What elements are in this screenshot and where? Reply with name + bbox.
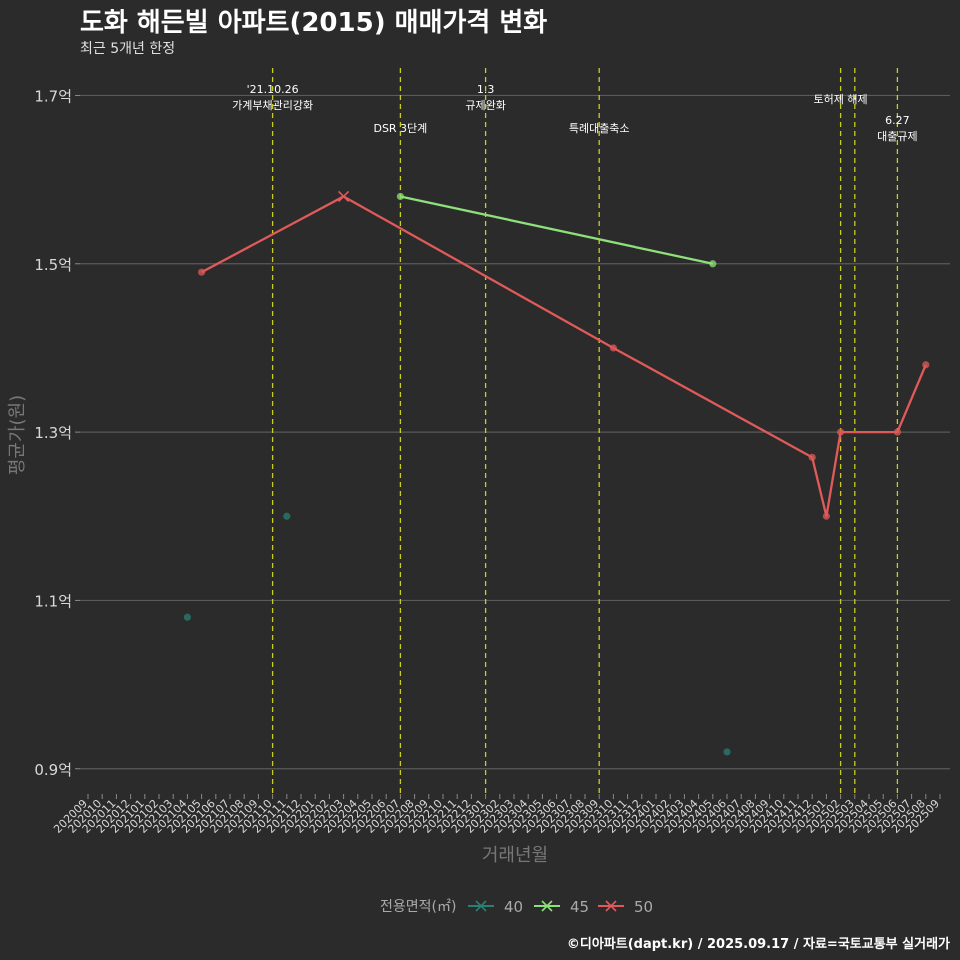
x-axis-label: 거래년월	[482, 845, 548, 866]
legend-swatch-cross	[541, 900, 553, 912]
x-axis: 2020092020102020112020122021012021022021…	[51, 794, 942, 836]
legend: 전용면적(㎡) 40 45 50	[380, 898, 653, 916]
data-point	[609, 344, 618, 352]
series-layer	[183, 190, 930, 756]
y-tick-label: 1.3억	[34, 424, 72, 442]
data-point	[396, 192, 404, 201]
chart-subtitle: 최근 5개년 한정	[80, 41, 176, 57]
annotation-label: 토허제 해제	[814, 92, 868, 106]
legend-label: 45	[570, 898, 589, 916]
chart-title: 도화 해든빌 아파트(2015) 매매가격 변화	[80, 8, 548, 38]
annotation-label: 대출규제	[877, 130, 917, 143]
legend-label: 40	[504, 898, 523, 916]
data-point	[283, 512, 291, 520]
data-point	[198, 268, 206, 276]
legend-title: 전용면적(㎡)	[380, 899, 456, 915]
annotation-label: '21.10.26	[247, 83, 299, 96]
y-tick-label: 0.9억	[34, 761, 72, 779]
legend-swatch-cross	[605, 900, 617, 912]
data-point	[893, 428, 902, 436]
gridlines	[80, 94, 950, 770]
data-point	[808, 453, 816, 461]
y-tick-label: 1.7억	[34, 87, 72, 105]
data-point	[822, 512, 831, 520]
y-axis-label: 평균가(원)	[7, 395, 28, 475]
annotation-label: 특례대출축소	[569, 122, 630, 135]
y-tick-label: 1.1억	[34, 592, 72, 610]
annotation-label: 6.27	[885, 114, 910, 127]
y-axis: 0.9억 1.1억 1.3억 1.5억 1.7억	[34, 87, 80, 779]
annotation-label: 규제완화	[465, 99, 505, 112]
event-lines	[271, 68, 899, 794]
data-point	[837, 428, 845, 436]
data-point	[922, 361, 930, 369]
legend-label: 50	[634, 898, 653, 916]
series-line-50	[201, 195, 927, 518]
y-tick-label: 1.5억	[34, 256, 72, 274]
annotation-label: 1.3	[477, 83, 495, 96]
annotation-label: DSR 3단계	[373, 122, 427, 135]
data-point	[723, 748, 731, 756]
data-point-cross	[338, 190, 350, 203]
data-point	[183, 613, 191, 621]
annotation-label: 가계부채관리강화	[232, 99, 313, 112]
series-line-45	[400, 195, 714, 265]
data-point	[709, 260, 717, 268]
chart-caption: ©디아파트(dapt.kr) / 2025.09.17 / 자료=국토교통부 실…	[566, 937, 950, 952]
legend-swatch-cross	[475, 900, 487, 912]
